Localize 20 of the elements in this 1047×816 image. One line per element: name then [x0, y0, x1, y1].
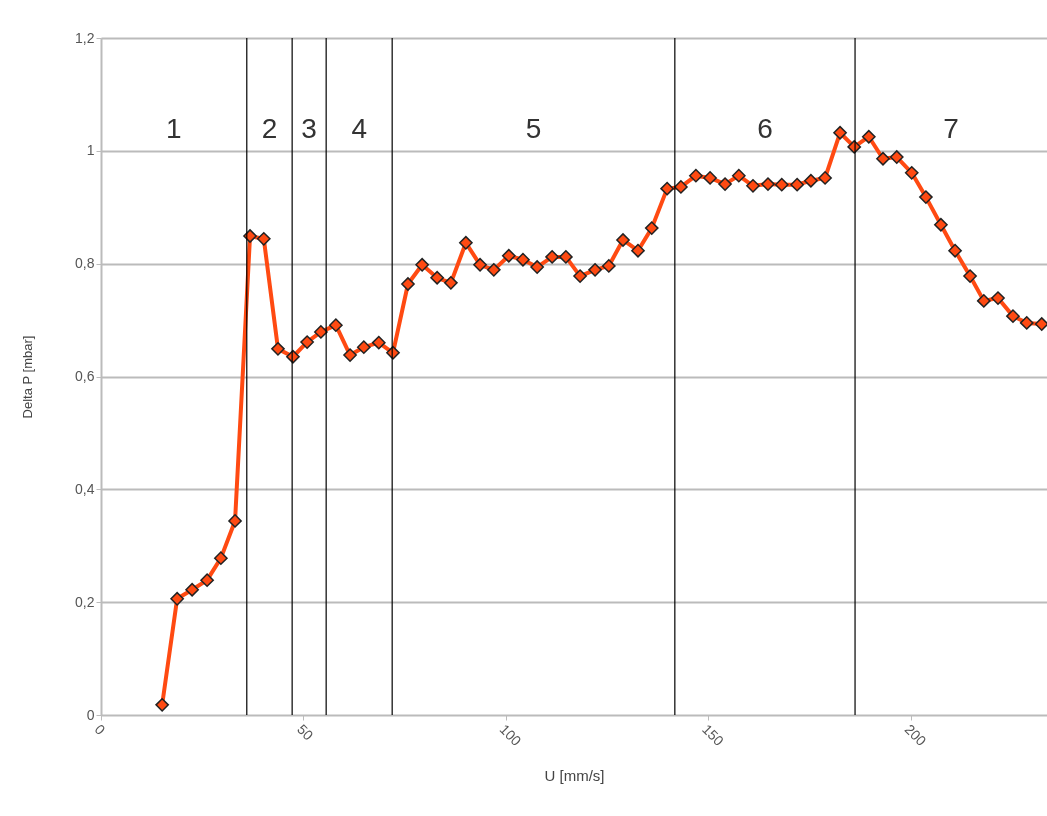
y-tick-label: 0,6: [75, 368, 95, 384]
x-tick-label: 100: [496, 721, 525, 750]
y-tick-label: 0,8: [75, 255, 95, 272]
annotation: 6: [757, 113, 773, 144]
annotation: 7: [943, 113, 959, 144]
y-tick-label: 1,2: [75, 29, 95, 46]
x-axis-title: U [mm/s]: [544, 766, 605, 784]
y-tick-label: 0,4: [75, 480, 95, 497]
y-tick-label: 0: [86, 706, 95, 723]
y-tick-label: 1: [86, 142, 95, 159]
annotation: 2: [261, 113, 278, 144]
annotation: 4: [351, 113, 367, 144]
y-axis-title: Delta P [mbar]: [20, 335, 36, 419]
annotation: 3: [301, 113, 317, 144]
annotation: 1: [166, 113, 182, 144]
x-tick-label: 150: [699, 721, 728, 750]
annotation: 5: [525, 113, 542, 144]
x-tick-label: 50: [294, 721, 317, 744]
x-tick-label: 200: [901, 721, 930, 750]
y-tick-label: 0,2: [75, 593, 95, 610]
